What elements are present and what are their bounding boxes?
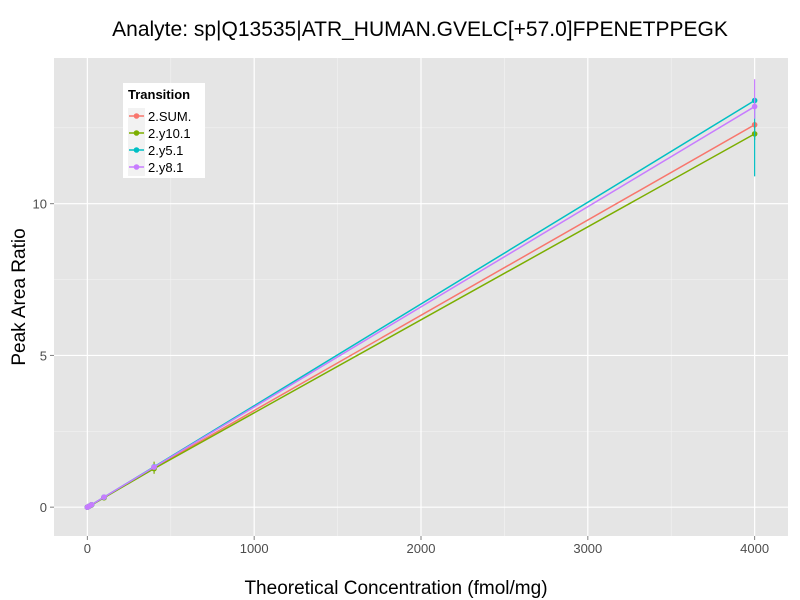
data-point — [151, 464, 157, 470]
legend-item: 2.y5.1 — [128, 142, 183, 159]
legend-label: 2.y5.1 — [148, 143, 183, 158]
legend-label: 2.y10.1 — [148, 126, 191, 141]
x-tick-label: 4000 — [740, 541, 769, 556]
data-point — [751, 103, 758, 110]
legend-label: 2.SUM. — [148, 109, 191, 124]
data-point — [88, 501, 95, 508]
grid-major — [54, 58, 788, 536]
x-axis-label: Theoretical Concentration (fmol/mg) — [244, 578, 547, 599]
data-point — [101, 494, 107, 500]
y-tick-label: 0 — [40, 500, 47, 515]
series-2.y8.1 — [84, 79, 758, 510]
y-tick-label: 10 — [33, 197, 47, 212]
legend-item: 2.y10.1 — [128, 125, 191, 142]
y-axis: 0 5 10 — [33, 197, 54, 515]
y-axis-label: Peak Area Ratio — [9, 228, 30, 365]
legend-key-point — [133, 130, 140, 136]
legend-key-point — [133, 147, 140, 153]
x-tick-label: 2000 — [407, 541, 436, 556]
legend-key-point — [133, 113, 140, 119]
y-tick-label: 5 — [40, 348, 47, 363]
chart-title: Analyte: sp|Q13535|ATR_HUMAN.GVELC[+57.0… — [112, 18, 728, 41]
legend-item: 2.y8.1 — [128, 159, 183, 176]
legend-label: 2.y8.1 — [148, 160, 183, 175]
legend: Transition 2.SUM. 2.y10.1 2.y5.1 2.y8.1 — [123, 83, 205, 178]
x-tick-label: 3000 — [573, 541, 602, 556]
x-tick-label: 0 — [84, 541, 91, 556]
series-layer — [84, 79, 758, 510]
x-tick-label: 1000 — [240, 541, 269, 556]
legend-key-point — [133, 164, 140, 170]
x-axis: 0 1000 2000 3000 4000 — [84, 536, 769, 556]
legend-item: 2.SUM. — [128, 108, 191, 125]
legend-title: Transition — [128, 87, 190, 102]
